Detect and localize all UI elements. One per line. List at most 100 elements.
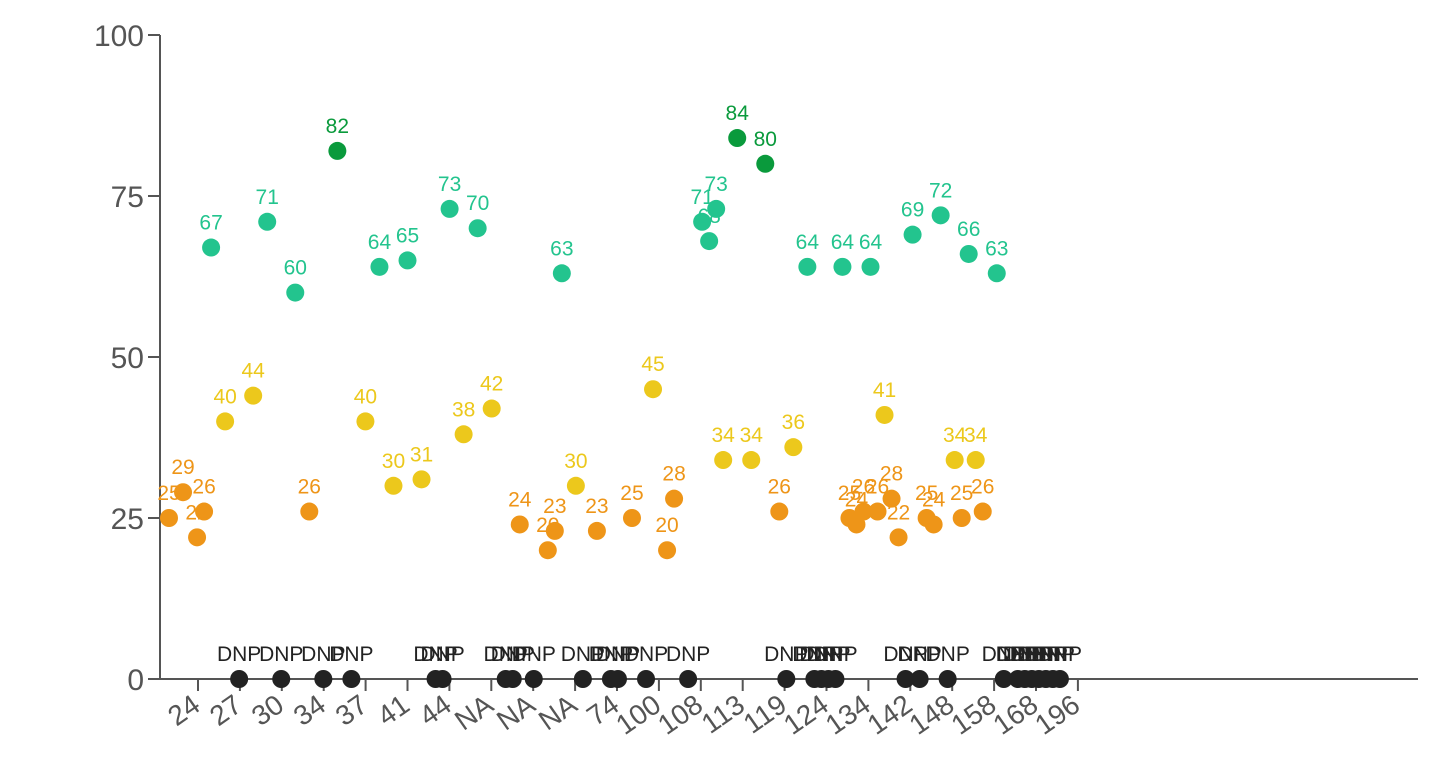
x-tick: 100 [610, 679, 666, 741]
data-label: DNP [799, 643, 843, 666]
y-tick-label: 25 [111, 503, 144, 536]
data-point [644, 380, 663, 399]
x-tick: 158 [945, 679, 1002, 741]
data-label: 24 [922, 488, 946, 511]
data-point [1050, 670, 1069, 688]
data-label: 67 [199, 212, 222, 235]
data-point [468, 219, 487, 238]
data-point [693, 212, 712, 231]
data-label: DNP [806, 643, 850, 666]
data-point [272, 670, 291, 688]
y-tick: 75 [111, 181, 160, 214]
data-label: 65 [396, 224, 419, 247]
data-point [524, 670, 543, 688]
data-label: 63 [550, 237, 573, 260]
data-label: 28 [662, 463, 685, 486]
data-label: 25 [950, 482, 973, 505]
x-tick: NA [533, 679, 583, 736]
data-point [854, 502, 873, 521]
data-label: 25 [838, 482, 861, 505]
data-point [945, 451, 964, 470]
data-label: 72 [929, 179, 952, 202]
data-label: DNP [301, 643, 345, 666]
data-point [174, 483, 193, 502]
data-point [608, 670, 627, 688]
data-label: 22 [185, 501, 208, 524]
data-point [314, 670, 333, 688]
data-label: 34 [964, 424, 988, 447]
data-label: 64 [831, 231, 855, 254]
x-tick-label: 24 [162, 689, 205, 732]
data-point [952, 509, 971, 527]
x-tick-label: 37 [330, 689, 373, 732]
data-label: DNP [1003, 643, 1047, 666]
data-label: DNP [561, 643, 605, 666]
data-label: 41 [873, 379, 896, 402]
data-point [202, 238, 221, 257]
y-tick-label: 75 [111, 181, 144, 214]
data-point [216, 412, 235, 431]
data-label: DNP [883, 643, 927, 666]
data-point [896, 670, 915, 688]
data-label: 25 [157, 482, 180, 505]
data-point [903, 225, 922, 244]
data-point [622, 509, 641, 527]
data-point [433, 670, 452, 688]
x-tick: 41 [372, 679, 415, 732]
data-point [770, 502, 789, 521]
data-label: DNP [813, 643, 857, 666]
data-point [412, 470, 431, 489]
data-point [875, 405, 894, 424]
data-label: DNP [624, 643, 668, 666]
data-label: DNP [764, 643, 808, 666]
data-point [300, 502, 319, 521]
x-tick-label: NA [533, 688, 583, 736]
y-tick: 0 [127, 664, 160, 697]
data-point [994, 670, 1013, 688]
data-label: DNP [1031, 643, 1075, 666]
data-label: 26 [971, 476, 994, 499]
y-tick: 50 [111, 342, 160, 375]
x-tick: 24 [162, 679, 205, 732]
x-tick-label: 196 [1029, 689, 1085, 741]
data-point [882, 489, 901, 508]
data-label: DNP [982, 643, 1026, 666]
data-point [286, 283, 305, 302]
data-label: 25 [915, 482, 938, 505]
data-label: DNP [259, 643, 303, 666]
data-label: 64 [859, 231, 883, 254]
data-label: DNP [666, 643, 710, 666]
data-point [160, 509, 178, 527]
data-label: 80 [754, 128, 777, 151]
data-point [861, 257, 880, 276]
y-tick-label: 100 [94, 20, 144, 53]
data-label: DNP [1017, 643, 1061, 666]
data-point [356, 412, 375, 431]
data-label: DNP [484, 643, 528, 666]
data-label: 26 [866, 476, 889, 499]
data-points [160, 129, 1069, 688]
data-label: 34 [712, 424, 736, 447]
data-point [679, 670, 698, 688]
data-label: 66 [957, 218, 980, 241]
data-point [440, 199, 459, 218]
data-label: DNP [996, 643, 1040, 666]
data-label: DNP [792, 643, 836, 666]
data-label: DNP [413, 643, 457, 666]
data-label: 26 [852, 476, 875, 499]
data-label: 73 [438, 173, 461, 196]
data-point [538, 541, 557, 560]
data-point [868, 502, 887, 521]
data-point [924, 515, 943, 534]
data-label: 28 [880, 463, 903, 486]
data-label: 45 [641, 353, 664, 376]
data-point [566, 476, 585, 495]
data-point [342, 670, 361, 688]
data-label: 60 [284, 257, 307, 280]
data-point [398, 251, 417, 270]
data-label: 44 [242, 360, 266, 383]
data-label: 73 [704, 173, 727, 196]
data-point [244, 386, 263, 405]
data-label: 82 [326, 115, 349, 138]
